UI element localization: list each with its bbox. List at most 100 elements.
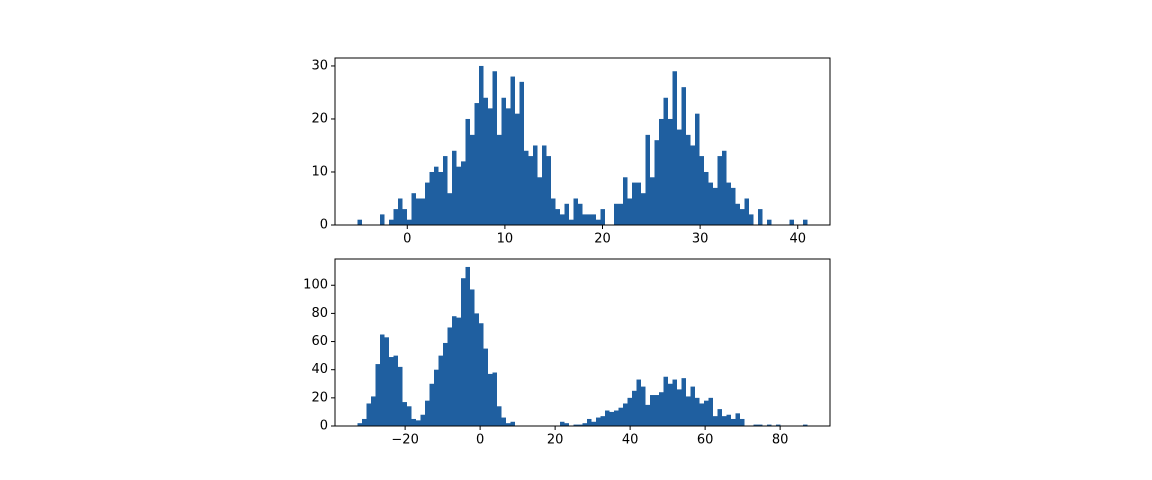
bar: [605, 410, 610, 426]
x-tick-label: 60: [697, 433, 714, 448]
x-tick-label: 80: [772, 433, 789, 448]
bar: [749, 214, 754, 225]
bar: [596, 417, 601, 426]
bar: [627, 397, 632, 426]
bar: [506, 108, 511, 225]
bar: [366, 403, 371, 426]
bar: [740, 418, 745, 426]
x-tick-label: 40: [622, 433, 639, 448]
bar: [569, 219, 574, 225]
bar: [636, 182, 641, 225]
bar: [497, 134, 502, 225]
bar: [713, 187, 718, 225]
bar: [686, 134, 691, 225]
bar: [470, 134, 475, 225]
bar: [465, 266, 470, 426]
bar: [699, 156, 704, 225]
bar: [618, 407, 623, 426]
bar: [803, 219, 808, 225]
bar: [551, 198, 556, 225]
bar: [375, 364, 380, 426]
bar: [452, 150, 457, 225]
bar: [434, 369, 439, 426]
bar: [776, 424, 781, 426]
y-tick-label: 20: [311, 111, 328, 126]
bar: [443, 156, 448, 225]
bar: [488, 373, 493, 426]
bar: [681, 378, 686, 426]
bar: [614, 203, 619, 225]
bar: [362, 418, 367, 426]
bar: [510, 76, 515, 225]
bar: [470, 289, 475, 426]
bar: [690, 386, 695, 426]
bar: [407, 219, 412, 225]
bar: [587, 418, 592, 426]
y-tick-label: 80: [311, 306, 328, 321]
bar: [515, 113, 520, 225]
bar: [618, 203, 623, 225]
x-tick-label: 20: [547, 433, 564, 448]
bar: [483, 97, 488, 225]
bar: [447, 193, 452, 225]
bar: [398, 366, 403, 426]
bar: [690, 145, 695, 225]
bar: [533, 145, 538, 225]
bar: [650, 177, 655, 225]
bar: [474, 103, 479, 225]
bar: [632, 390, 637, 426]
bar: [695, 113, 700, 225]
bar: [722, 416, 727, 426]
bar: [402, 402, 407, 426]
bar: [614, 410, 619, 426]
bar: [722, 150, 727, 225]
bar: [506, 423, 511, 426]
bar: [488, 108, 493, 225]
bar: [731, 418, 736, 426]
bar: [492, 372, 497, 426]
bar: [528, 156, 533, 225]
bar: [708, 182, 713, 225]
bar: [510, 421, 515, 426]
bar: [429, 171, 434, 225]
bar: [393, 209, 398, 225]
bar: [474, 313, 479, 426]
bar: [357, 423, 362, 426]
bar: [753, 424, 758, 426]
bar: [623, 177, 628, 225]
x-tick-label: 40: [789, 232, 806, 247]
bar: [767, 424, 772, 426]
bar: [546, 156, 551, 225]
bar: [560, 421, 565, 426]
bar: [677, 129, 682, 225]
axes-frame: [334, 258, 831, 427]
bar: [461, 278, 466, 426]
bar: [407, 406, 412, 426]
y-tick-label: 0: [320, 218, 328, 233]
bar: [425, 400, 430, 426]
bar: [627, 198, 632, 225]
bar: [456, 166, 461, 225]
bar: [380, 214, 385, 225]
bar: [389, 219, 394, 225]
bar: [447, 327, 452, 426]
bar: [438, 171, 443, 225]
bar: [578, 203, 583, 225]
bar: [758, 424, 763, 426]
y-tick-label: 30: [311, 58, 328, 73]
bar: [663, 376, 668, 426]
x-tick-label: 30: [692, 232, 709, 247]
bar: [699, 403, 704, 426]
bar: [582, 423, 587, 426]
bar: [465, 118, 470, 225]
bar: [726, 414, 731, 426]
bar: [492, 71, 497, 225]
bar: [398, 198, 403, 225]
axes-frame: [334, 57, 831, 226]
bar: [555, 209, 560, 225]
bar: [758, 209, 763, 225]
bar: [789, 219, 794, 225]
bar: [645, 404, 650, 426]
bar: [735, 413, 740, 426]
